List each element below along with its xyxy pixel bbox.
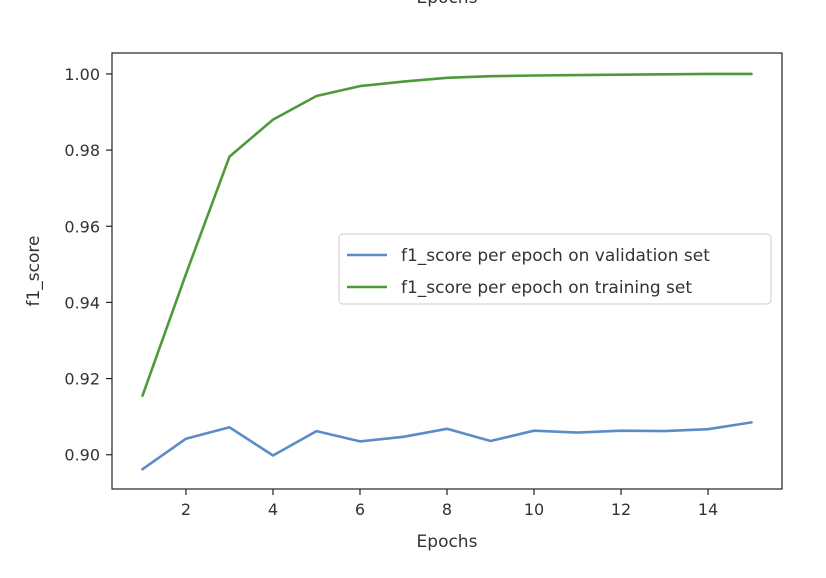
x-tick-label: 6 [355,500,365,519]
y-axis-label: f1_score [24,236,44,307]
y-tick-label: 0.94 [64,293,100,312]
x-tick-label: 4 [268,500,278,519]
top-cut-text: Epochs [417,0,478,8]
series-line-validation [141,421,753,471]
x-tick-label: 14 [698,500,718,519]
y-tick-label: 0.98 [64,141,100,160]
x-tick-label: 8 [442,500,452,519]
legend: f1_score per epoch on validation set f1_s… [338,233,772,305]
plot-area: 2 4 6 8 10 12 14 0.90 0.92 0.94 0.96 0.98 1.00 [64,52,783,519]
x-tick-label: 12 [611,500,631,519]
legend-label: f1_score per epoch on validation set [401,246,710,266]
y-tick-label: 0.96 [64,217,100,236]
y-tick-label: 0.90 [64,446,100,465]
y-tick-label: 0.92 [64,370,100,389]
legend-label: f1_score per epoch on training set [401,278,692,298]
x-tick-label: 10 [524,500,544,519]
x-tick-label: 2 [181,500,191,519]
y-tick-label: 1.00 [64,65,100,84]
x-axis-label: Epochs [417,532,478,552]
legend-box [338,233,772,305]
